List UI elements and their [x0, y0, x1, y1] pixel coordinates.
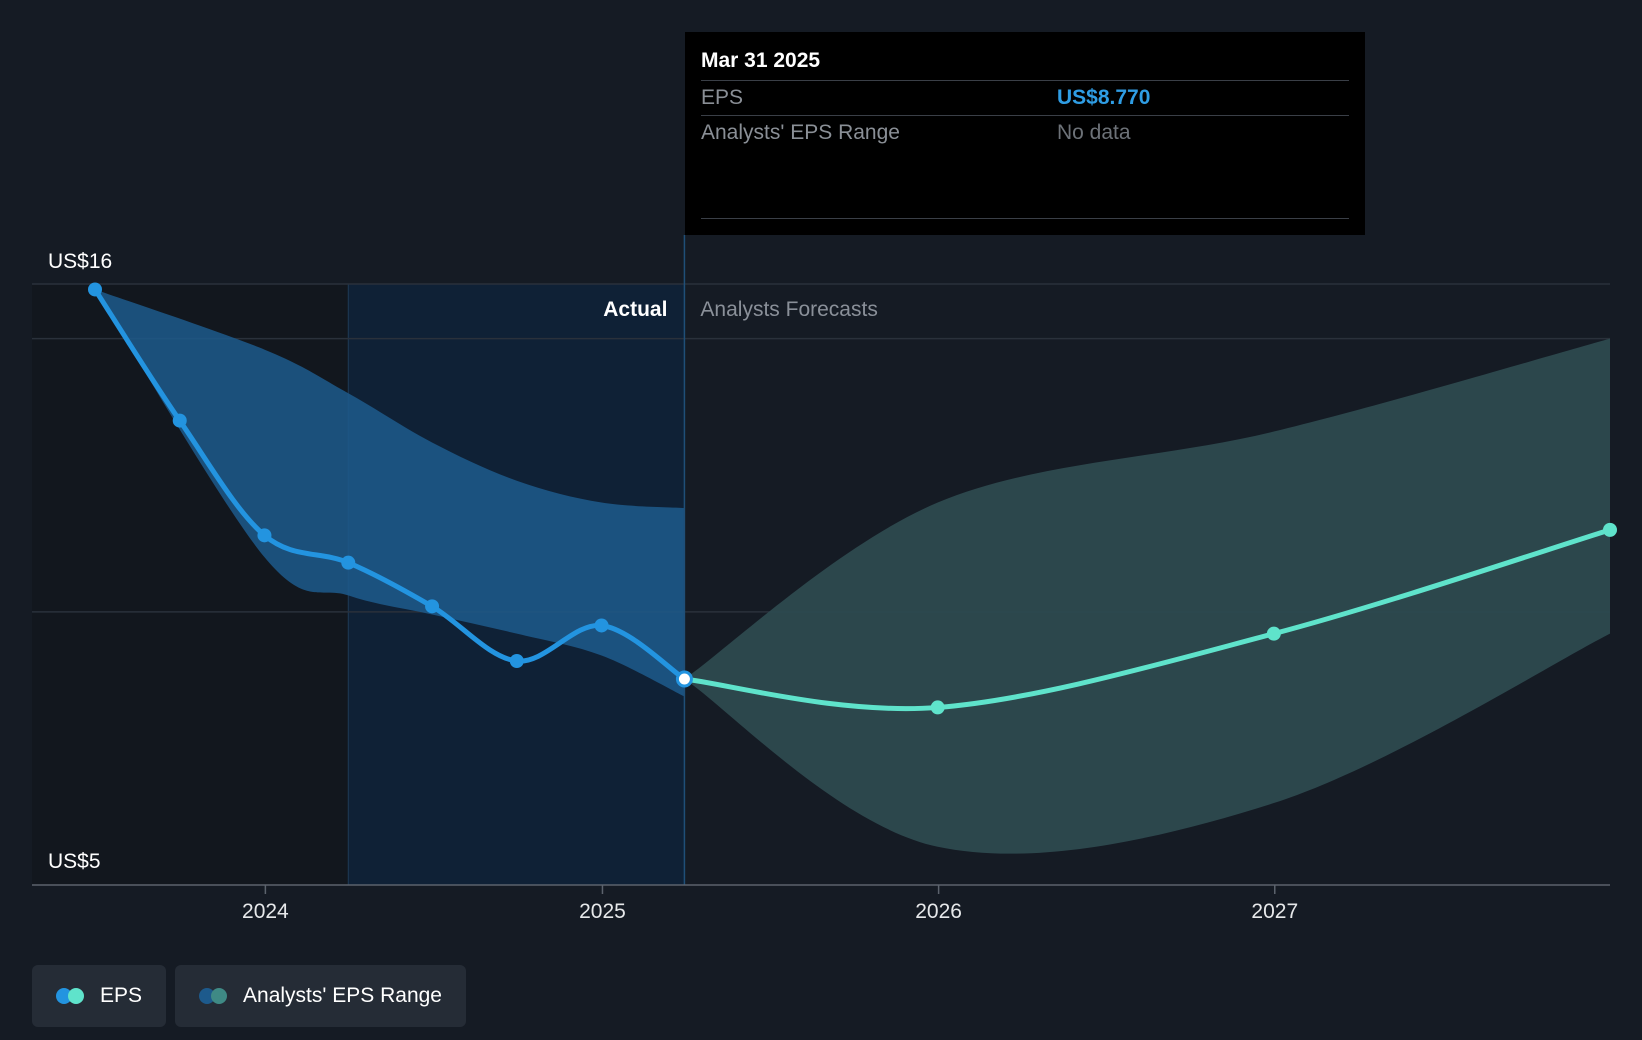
eps-range-band-forecast	[684, 338, 1610, 854]
tooltip-divider	[701, 218, 1349, 219]
legend: EPS Analysts' EPS Range	[32, 965, 466, 1027]
x-tick-label: 2026	[915, 900, 962, 923]
y-tick-label-bottom: US$5	[48, 850, 101, 873]
tooltip-range-row: Analysts' EPS Range No data	[701, 115, 1349, 150]
x-tick-label: 2025	[579, 900, 626, 923]
tooltip-eps-row: EPS US$8.770	[701, 80, 1349, 115]
eps-point	[930, 700, 945, 715]
eps-point	[594, 618, 609, 633]
forecast-label: Analysts Forecasts	[700, 298, 877, 321]
tooltip-eps-value: US$8.770	[1057, 86, 1151, 109]
tooltip-eps-label: EPS	[701, 86, 744, 109]
range-legend-icon	[199, 988, 229, 1004]
tooltip: Mar 31 2025 EPS US$8.770 Analysts' EPS R…	[685, 32, 1365, 235]
eps-legend-icon	[56, 988, 86, 1004]
tooltip-date: Mar 31 2025	[701, 49, 821, 72]
tooltip-range-value: No data	[1057, 121, 1131, 144]
eps-current-point	[675, 670, 693, 688]
eps-point	[88, 282, 102, 297]
eps-line-forecast	[681, 527, 1613, 712]
eps-point	[1266, 626, 1281, 641]
eps-point	[341, 555, 356, 570]
tooltip-range-label: Analysts' EPS Range	[701, 121, 900, 144]
legend-range-label: Analysts' EPS Range	[243, 984, 442, 1007]
eps-point	[1603, 522, 1617, 537]
eps-point	[425, 599, 440, 614]
eps-point	[509, 653, 524, 668]
actual-label: Actual	[603, 298, 667, 321]
legend-range-button[interactable]: Analysts' EPS Range	[175, 965, 466, 1027]
x-tick-label: 2027	[1251, 900, 1298, 923]
eps-range-band-actual	[95, 289, 685, 697]
eps-point	[172, 413, 187, 428]
x-tick-label: 2024	[242, 900, 289, 923]
legend-eps-button[interactable]: EPS	[32, 965, 167, 1027]
legend-eps-label: EPS	[100, 984, 143, 1007]
eps-point	[257, 528, 272, 543]
y-tick-label-top: US$16	[48, 250, 112, 273]
